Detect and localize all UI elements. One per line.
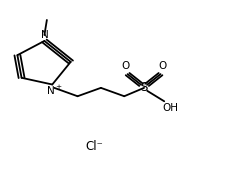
Text: N: N	[41, 30, 48, 40]
Text: O: O	[122, 61, 130, 71]
Text: Cl⁻: Cl⁻	[85, 140, 103, 153]
Text: O: O	[158, 61, 167, 71]
Text: N$^+$: N$^+$	[46, 84, 62, 97]
Text: OH: OH	[163, 103, 179, 113]
Text: S: S	[140, 81, 148, 94]
